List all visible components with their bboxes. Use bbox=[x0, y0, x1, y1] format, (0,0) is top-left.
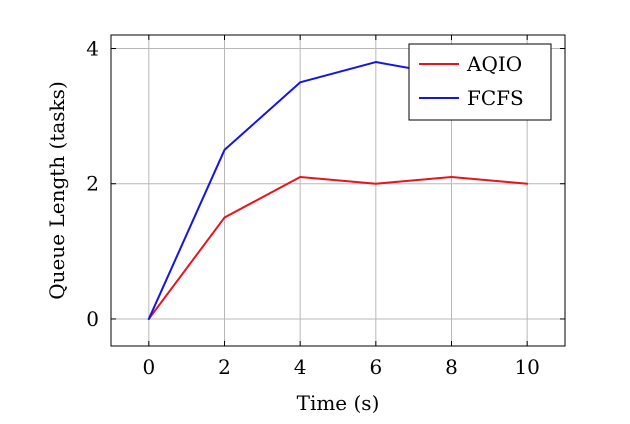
axis-ticks: 0 2 4 6 8 10 0 2 4 bbox=[86, 35, 565, 379]
x-tick-label: 6 bbox=[369, 355, 382, 379]
x-axis-title: Time (s) bbox=[297, 391, 380, 415]
legend-box bbox=[408, 43, 552, 121]
y-axis-title: Queue Length (tasks) bbox=[45, 81, 69, 299]
legend-label-fcfs: FCFS bbox=[467, 86, 524, 110]
y-tick-label: 4 bbox=[86, 37, 99, 61]
x-tick-label: 2 bbox=[218, 355, 231, 379]
series-line-aqio bbox=[147, 175, 529, 320]
legend-label-aqio: AQIO bbox=[466, 52, 522, 76]
y-tick-label: 2 bbox=[86, 172, 99, 196]
x-tick-label: 10 bbox=[514, 355, 539, 379]
y-tick-label: 0 bbox=[86, 307, 99, 331]
x-tick-label: 8 bbox=[445, 355, 458, 379]
legend: AQIO FCFS bbox=[408, 43, 552, 121]
x-tick-label: 4 bbox=[294, 355, 307, 379]
plot-frame bbox=[110, 34, 566, 347]
x-tick-label: 0 bbox=[142, 355, 155, 379]
